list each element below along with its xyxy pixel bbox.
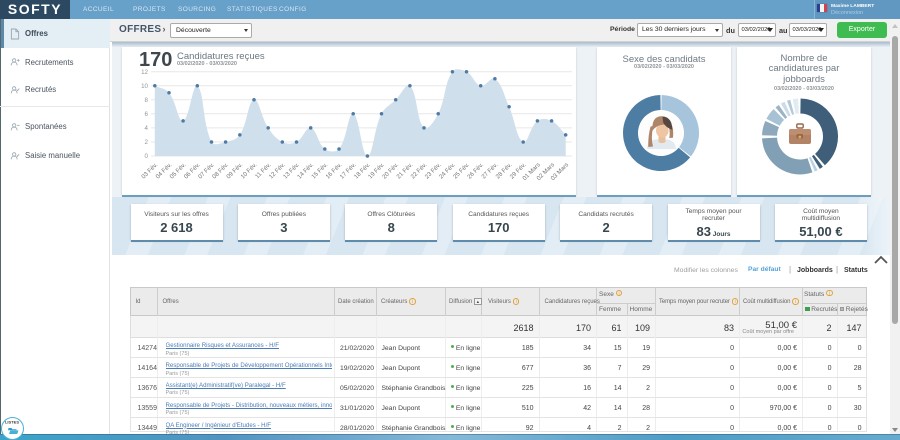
svg-text:0: 0 bbox=[145, 153, 149, 160]
svg-text:10: 10 bbox=[141, 83, 148, 90]
svg-text:2: 2 bbox=[145, 139, 149, 146]
svg-text:6: 6 bbox=[145, 111, 149, 118]
svg-text:12: 12 bbox=[141, 69, 148, 76]
svg-text:4: 4 bbox=[145, 125, 149, 132]
svg-text:8: 8 bbox=[145, 97, 149, 104]
